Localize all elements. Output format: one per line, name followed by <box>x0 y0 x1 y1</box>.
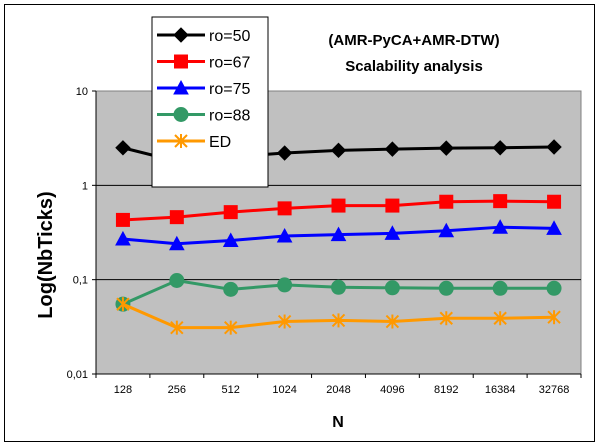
point-ed <box>224 320 238 335</box>
point-ro-67 <box>493 194 508 209</box>
x-tick-label: 16384 <box>485 384 516 396</box>
y-tick-label: 10 <box>76 86 88 98</box>
x-axis-title: N <box>332 414 344 431</box>
point-ro-75 <box>168 235 185 251</box>
series-ro-67 <box>115 194 562 227</box>
point-ro-75 <box>384 225 401 240</box>
legend-swatch-marker <box>174 54 188 69</box>
point-ed <box>439 311 453 326</box>
point-ro-88 <box>438 280 454 296</box>
point-ro-67 <box>223 205 238 220</box>
x-tick-label: 4096 <box>380 384 404 396</box>
point-ro-75 <box>438 222 455 238</box>
point-ro-88 <box>546 280 562 296</box>
legend: ro=50 ro=67 ro=75 ro=88 ED <box>151 16 269 188</box>
point-ro-75 <box>546 220 562 235</box>
point-ro-88 <box>223 281 239 297</box>
point-ro-75 <box>492 219 509 234</box>
legend-swatch-marker <box>173 79 189 95</box>
point-ro-67 <box>169 210 184 225</box>
point-ro-88 <box>331 279 346 295</box>
series-layer <box>115 139 562 335</box>
y-tick-label: 0,01 <box>67 369 88 381</box>
legend-swatch-marker <box>173 27 189 43</box>
y-axis-title: Log(NbTicks) <box>35 191 57 318</box>
legend-item-ro-50: ro=50 <box>157 27 250 45</box>
series-ro-75 <box>115 219 562 251</box>
legend-item-ro-88: ro=88 <box>157 107 250 125</box>
point-ro-50 <box>276 145 293 161</box>
point-ro-67 <box>277 201 292 216</box>
point-ro-50 <box>115 140 131 156</box>
x-tick-label: 8192 <box>434 384 458 396</box>
point-ro-88 <box>492 280 508 296</box>
legend-label: ro=88 <box>209 108 250 125</box>
legend-swatch-marker <box>174 134 188 148</box>
point-ed <box>116 297 130 312</box>
legend-label: ED <box>209 134 231 151</box>
legend-label: ro=50 <box>209 28 250 45</box>
point-ro-75 <box>115 230 131 246</box>
legend-label: ro=67 <box>209 55 250 72</box>
point-ed <box>493 311 507 326</box>
x-tick-label: 512 <box>222 384 240 396</box>
legend-box <box>151 16 269 188</box>
point-ro-75 <box>330 226 347 242</box>
point-ro-67 <box>331 198 346 213</box>
point-ro-67 <box>547 194 562 209</box>
point-ro-75 <box>222 232 239 248</box>
point-ro-67 <box>115 212 130 227</box>
x-tick-label: 2048 <box>326 384 350 396</box>
x-tick-label: 32768 <box>539 384 570 396</box>
point-ro-50 <box>492 140 508 156</box>
point-ro-50 <box>384 141 401 157</box>
x-tick-label: 256 <box>168 384 186 396</box>
point-ro-50 <box>330 142 347 159</box>
y-tick-label: 0,1 <box>73 275 88 287</box>
point-ro-88 <box>384 280 400 296</box>
point-ro-50 <box>546 139 562 155</box>
point-ed <box>547 310 561 325</box>
point-ed <box>331 313 346 328</box>
x-tick-label: 1024 <box>272 384 296 396</box>
x-tick-label: 128 <box>114 384 132 396</box>
legend-swatch-marker <box>173 107 189 122</box>
legend-item-ro-67: ro=67 <box>157 54 250 72</box>
legend-item-ed: ED <box>157 134 231 151</box>
series-ed <box>116 297 561 335</box>
point-ro-75 <box>276 227 293 243</box>
point-ed <box>277 314 292 329</box>
point-ed <box>170 320 184 335</box>
point-ro-67 <box>385 198 400 213</box>
legend-item-ro-75: ro=75 <box>157 79 250 98</box>
point-ed <box>385 314 400 329</box>
chart-title: (AMR-PyCA+AMR-DTW) <box>328 32 499 49</box>
series-ro-88 <box>115 272 562 312</box>
legend-label: ro=75 <box>209 81 250 98</box>
point-ro-88 <box>169 272 185 288</box>
chart-frame: 0,01 0,1 1 10 128 256 512 1024 2048 4096 8192 16384… <box>4 4 595 442</box>
point-ro-88 <box>277 277 293 293</box>
chart-svg: 0,01 0,1 1 10 128 256 512 1024 2048 4096 8192 16384… <box>35 16 582 431</box>
chart-subtitle: Scalability analysis <box>345 58 483 75</box>
point-ro-67 <box>439 194 454 209</box>
point-ro-50 <box>438 140 454 156</box>
y-tick-label: 1 <box>82 180 88 192</box>
